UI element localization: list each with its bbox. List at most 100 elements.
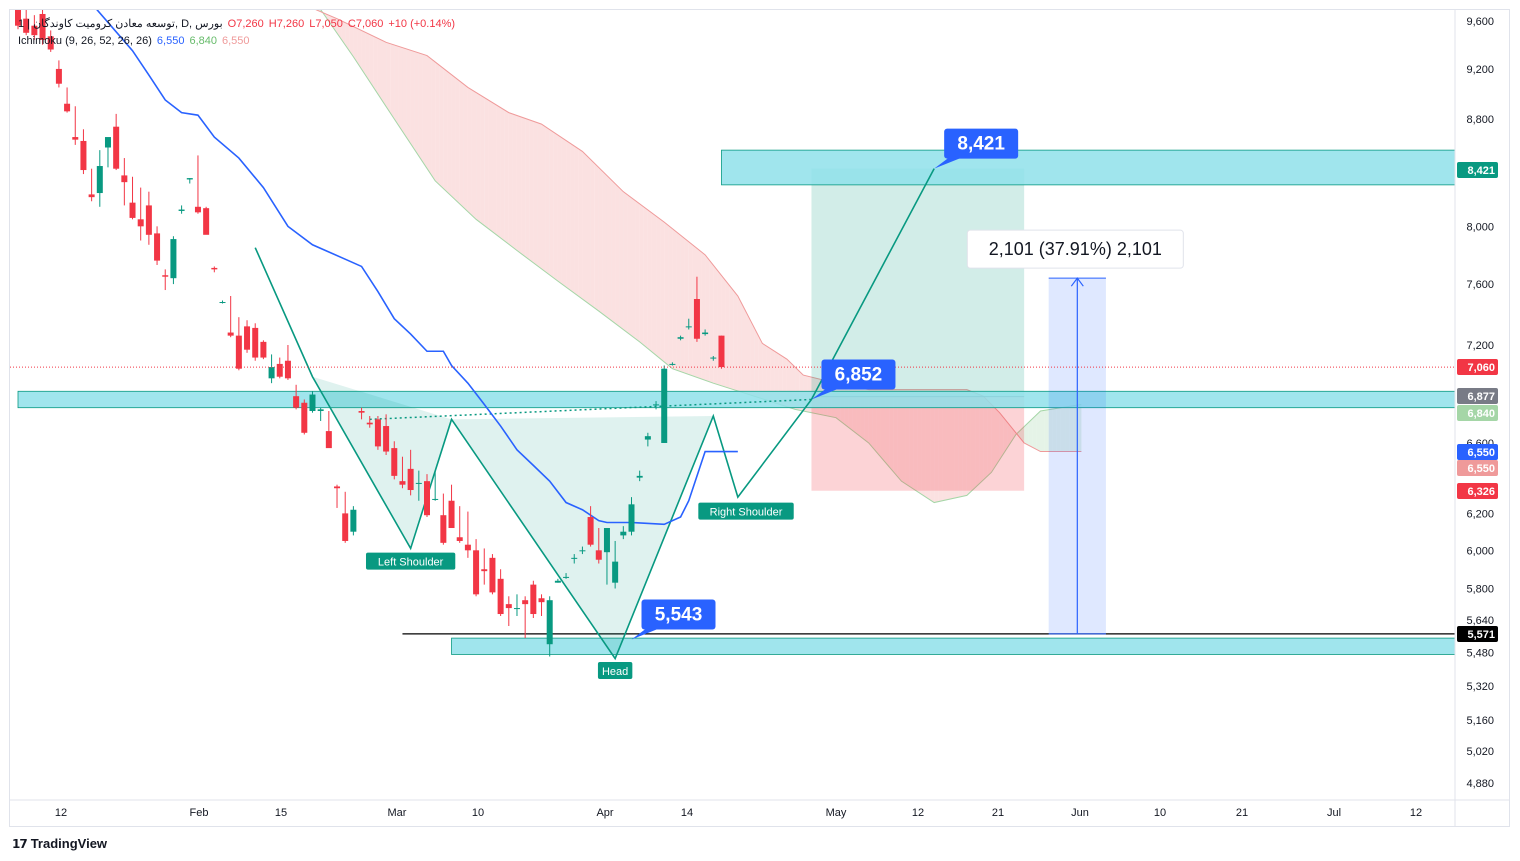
ichimoku-cloud-segment xyxy=(766,346,771,402)
conversion-line xyxy=(96,10,738,526)
ichimoku-cloud-segment xyxy=(729,285,734,390)
ichimoku-cloud-segment xyxy=(1048,409,1053,452)
candle-body xyxy=(162,275,169,277)
price-badge-label: 7,060 xyxy=(1467,362,1495,374)
ichimoku-cloud-segment xyxy=(737,296,742,393)
candle-body xyxy=(685,326,692,328)
ichimoku-cloud-segment xyxy=(656,215,661,359)
ichimoku-cloud-segment xyxy=(516,115,522,254)
ichimoku-cloud-segment xyxy=(1069,405,1074,452)
candle-body xyxy=(121,175,128,183)
ichimoku-cloud-segment xyxy=(602,171,607,318)
ichimoku-cloud-segment xyxy=(647,209,652,352)
candle-body xyxy=(571,557,578,559)
candle-body xyxy=(644,436,651,440)
x-tick-label: 12 xyxy=(912,807,924,819)
y-tick-label: 4,880 xyxy=(1466,778,1494,790)
ichimoku-cloud-segment xyxy=(635,200,640,342)
ichimoku-cloud-segment xyxy=(905,389,910,487)
candle-body xyxy=(64,103,71,112)
candle-body xyxy=(31,25,38,36)
candle-body xyxy=(227,332,234,336)
ichimoku-cloud-segment xyxy=(476,92,481,223)
candle-body xyxy=(595,550,602,560)
ichimoku-cloud-segment xyxy=(987,400,992,477)
x-tick-label: Jul xyxy=(1327,807,1341,819)
ichimoku-cloud-segment xyxy=(1044,409,1049,452)
candle-body xyxy=(710,357,717,359)
ichimoku-cloud-segment xyxy=(373,36,378,94)
candle-body xyxy=(677,337,684,339)
price-badge-label: 8,421 xyxy=(1467,165,1495,177)
y-tick-label: 9,600 xyxy=(1466,16,1494,28)
ichimoku-cloud-segment xyxy=(566,140,571,291)
candle-body xyxy=(23,18,30,33)
candle-body xyxy=(473,550,480,595)
ichimoku-cloud-segment xyxy=(594,163,599,312)
ichimoku-cloud-segment xyxy=(676,231,681,372)
ichimoku-cloud-segment xyxy=(455,77,460,204)
ichimoku-cloud-segment xyxy=(525,118,530,260)
candle-body xyxy=(219,302,226,304)
ichimoku-cloud-segment xyxy=(721,275,726,388)
ichimoku-cloud-segment xyxy=(651,212,657,356)
pattern-label: Left Shoulder xyxy=(378,557,444,569)
ichimoku-cloud-segment xyxy=(398,46,403,132)
ichimoku-cloud-segment xyxy=(598,167,603,315)
ichimoku-cloud-segment xyxy=(979,394,984,484)
ichimoku-cloud-segment xyxy=(394,44,399,126)
candle-body xyxy=(235,335,242,369)
price-badge xyxy=(1457,162,1498,178)
candle-body xyxy=(448,500,455,529)
candle-body xyxy=(464,544,471,551)
x-tick-label: 10 xyxy=(472,807,484,819)
ichimoku-cloud-segment xyxy=(410,50,415,150)
x-tick-label: 12 xyxy=(1410,807,1422,819)
ichimoku-cloud-segment xyxy=(537,122,542,269)
candle-body xyxy=(325,431,332,449)
ichimoku-cloud-segment xyxy=(713,264,718,385)
candle-body xyxy=(113,126,120,169)
candle-body xyxy=(424,481,430,516)
tradingview-logo-icon: 𝟭𝟳 xyxy=(12,836,28,851)
ichimoku-cloud-segment xyxy=(402,47,407,138)
legend-symbol[interactable]: 1 | توسعه معادن کرومیت کاوندگان, D, بورس xyxy=(18,18,223,30)
ichimoku-cloud-segment xyxy=(439,65,444,189)
ichimoku-cloud-segment xyxy=(349,24,354,57)
ichimoku-cloud-segment xyxy=(353,26,358,63)
candle-body xyxy=(579,550,586,552)
candle-body xyxy=(293,396,300,408)
neckline-zone xyxy=(17,390,1455,409)
ichimoku-cloud-segment xyxy=(946,389,951,500)
x-tick-label: May xyxy=(826,807,847,819)
price-badge-label: 6,326 xyxy=(1467,486,1495,498)
ichimoku-cloud-segment xyxy=(484,97,489,229)
y-tick-label: 7,200 xyxy=(1466,340,1494,352)
ichimoku-cloud-segment xyxy=(1052,408,1057,452)
target-zone xyxy=(721,149,1455,186)
candle-body xyxy=(653,404,660,406)
candle-body xyxy=(383,426,390,452)
candle-body xyxy=(145,205,152,235)
candle-body xyxy=(399,481,406,485)
measure-label-text: 2,101 (37.91%) 2,101 xyxy=(989,239,1162,259)
ichimoku-cloud-segment xyxy=(1007,422,1012,447)
ichimoku-cloud-segment xyxy=(521,116,526,257)
position-loss-area xyxy=(811,396,1025,491)
ichimoku-cloud-segment xyxy=(688,241,693,376)
candle-body xyxy=(268,367,275,379)
ichimoku-cloud-segment xyxy=(733,290,738,391)
tradingview-brand[interactable]: 𝟭𝟳 TradingView xyxy=(12,836,107,851)
ichimoku-cloud-segment xyxy=(578,148,583,300)
ichimoku-cloud-segment xyxy=(631,197,636,339)
ichimoku-cloud-segment xyxy=(541,124,546,272)
ichimoku-cloud-segment xyxy=(709,259,714,384)
candle-body xyxy=(669,363,676,365)
ichimoku-cloud-segment xyxy=(390,43,395,119)
x-tick-label: Feb xyxy=(190,807,209,819)
ichimoku-cloud-segment xyxy=(966,389,971,496)
legend-ichimoku[interactable]: Ichimoku (9, 26, 52, 26, 26) 6,550 6,840… xyxy=(18,35,250,47)
candle-body xyxy=(636,475,643,478)
candle-body xyxy=(554,580,561,583)
